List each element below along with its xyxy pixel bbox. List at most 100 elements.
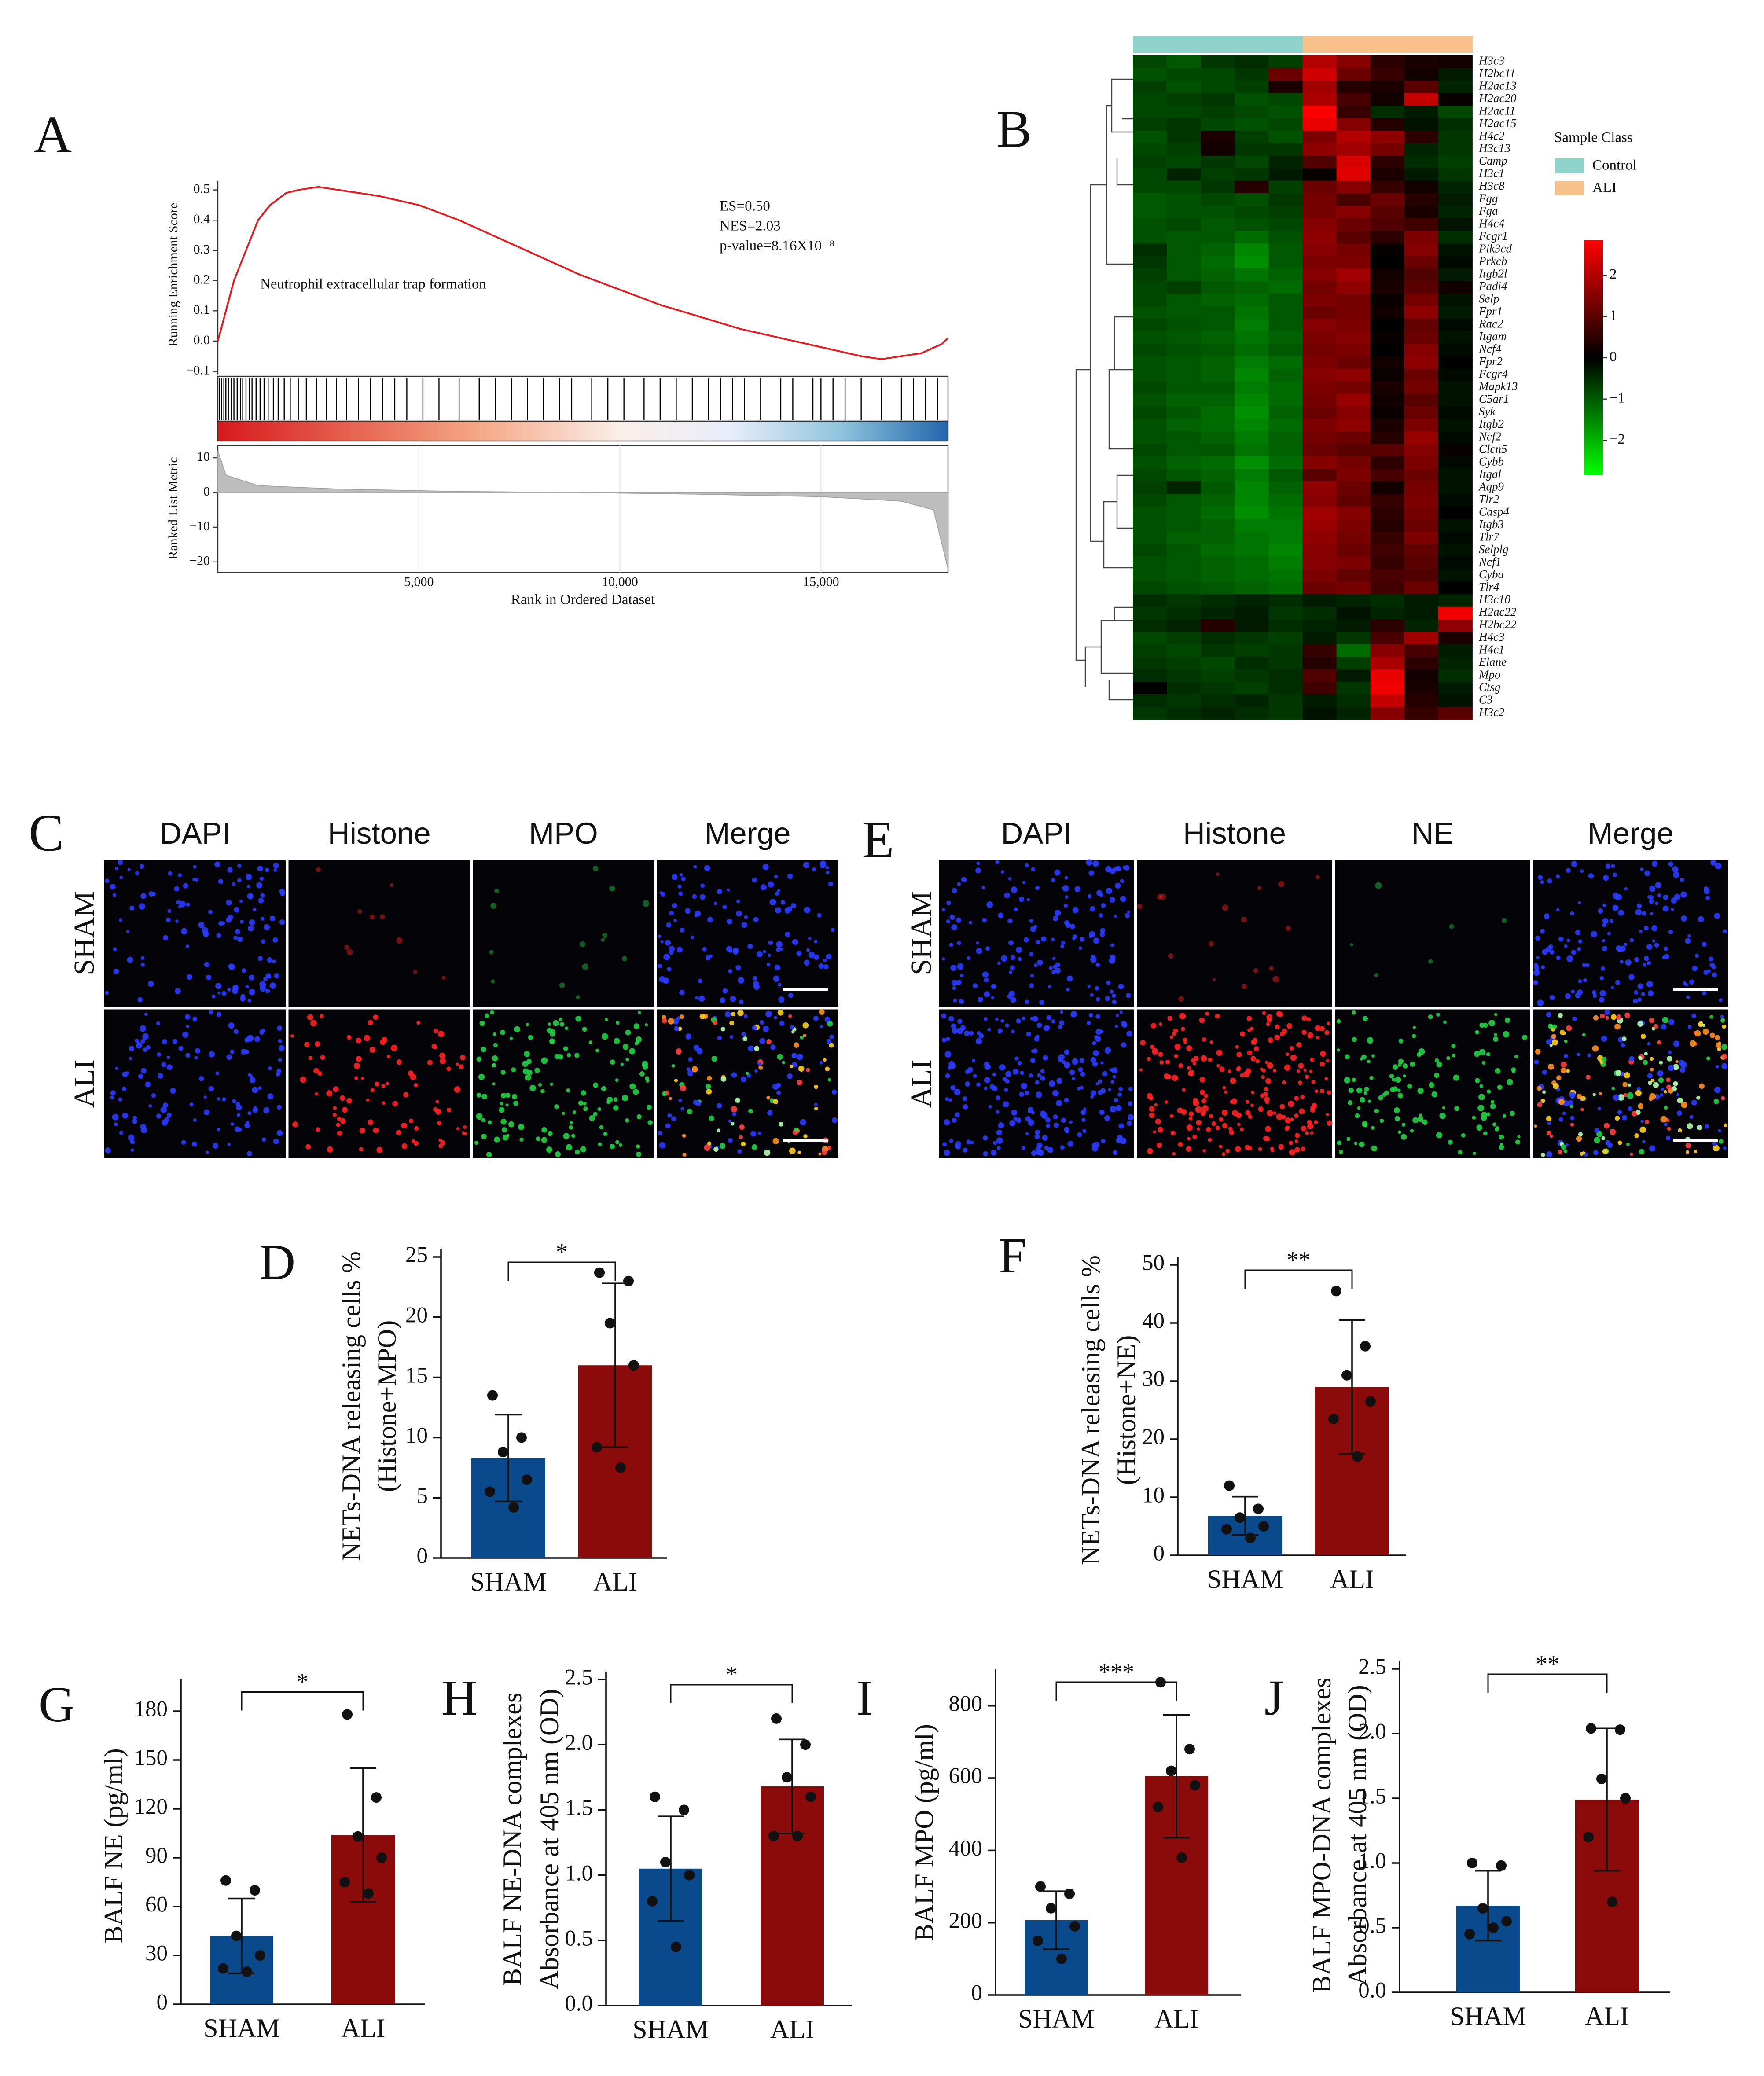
cell-dot [1251, 1040, 1255, 1044]
cell-dot [997, 1028, 1003, 1033]
cell-dot [526, 1059, 532, 1064]
heat-cell [1167, 93, 1202, 106]
cell-dot [1035, 1080, 1040, 1085]
cell-dot [1086, 859, 1093, 866]
cell-dot [1569, 1091, 1576, 1099]
cell-dots [1137, 872, 1320, 1002]
cell-dot [1486, 1112, 1491, 1117]
cell-dot [609, 886, 615, 892]
heat-cell [1167, 469, 1202, 482]
heat-cell [1201, 381, 1235, 394]
cell-dot [1653, 1082, 1659, 1088]
cell-dot [1235, 1045, 1239, 1049]
cell-dot [186, 1025, 190, 1028]
row-label: Fpr1 [1478, 305, 1503, 318]
cell-dot [1483, 1022, 1488, 1028]
cell-dot [775, 891, 779, 896]
heat-cell [1167, 393, 1202, 407]
y-tick-label: 180 [134, 1697, 168, 1722]
cell-dot [1337, 1048, 1340, 1052]
heat-cell [1370, 356, 1405, 369]
cell-dot [340, 1118, 346, 1124]
cell-dot [258, 897, 264, 904]
cell-dot [773, 975, 779, 982]
heat-cell [1438, 93, 1473, 106]
cell-dot [337, 1117, 342, 1121]
x-tick-label: 15,000 [803, 574, 839, 589]
cell-dot [227, 867, 233, 873]
cell-dot [206, 974, 212, 980]
row-label: Mapk13 [1478, 380, 1518, 393]
cell-dot [555, 1151, 561, 1157]
cell-dot [1040, 1076, 1045, 1081]
cell-dot [1461, 1133, 1466, 1138]
heat-cell [1404, 180, 1439, 194]
micrograph [1137, 860, 1332, 1007]
cell-dot [1275, 1024, 1280, 1029]
cell-dot [1112, 993, 1116, 998]
cell-dot [500, 1101, 503, 1106]
cell-dot [175, 988, 181, 994]
cell-dot [1036, 1142, 1043, 1148]
cell-dot [525, 1074, 531, 1081]
cell-dot [414, 1141, 419, 1146]
heat-cell [1370, 231, 1405, 244]
legend-swatch [1555, 181, 1584, 196]
cell-dot [1578, 979, 1582, 984]
cell-dot [1100, 1029, 1104, 1034]
cell-dot [1448, 1139, 1453, 1145]
heat-cell [1133, 419, 1167, 432]
cell-dot [1037, 959, 1043, 966]
cell-dot [1167, 1015, 1173, 1021]
cell-dot [1324, 1030, 1330, 1035]
cell-dot [614, 1038, 620, 1044]
cell-dot [1100, 928, 1106, 933]
cell-dot [1592, 1093, 1596, 1096]
heat-cell [1302, 632, 1337, 645]
cell-dot [313, 1068, 320, 1074]
heat-cell [1370, 632, 1405, 645]
cell-dot [1039, 999, 1044, 1005]
cell-dot [1687, 1123, 1693, 1129]
heat-cell [1167, 669, 1202, 683]
cell-dot [1722, 929, 1727, 934]
significance-bracket [670, 1684, 793, 1704]
cell-dot [791, 1053, 797, 1058]
cell-dot [416, 1021, 421, 1025]
cell-dot [1294, 1113, 1299, 1118]
error-bar [350, 1767, 376, 1903]
cell-dot [1017, 1061, 1022, 1066]
heat-cell [1235, 368, 1269, 382]
cell-dot [728, 1119, 732, 1123]
row-label: Rac2 [1478, 317, 1503, 330]
cell-dot [554, 1104, 559, 1109]
cell-dot [1695, 953, 1699, 958]
heat-cell [1201, 406, 1235, 419]
heat-cell [1167, 68, 1202, 81]
cell-dot [952, 1117, 957, 1123]
heat-cell [1201, 93, 1235, 106]
cell-dot [969, 1031, 974, 1036]
cell-dot [1253, 968, 1258, 973]
row-label: Itgb3 [1478, 518, 1504, 531]
heat-cell [1438, 105, 1473, 119]
cell-dot [1478, 1094, 1485, 1100]
cell-dot [142, 1033, 149, 1040]
cell-dot [236, 1113, 241, 1117]
heat-cell [1404, 356, 1439, 369]
cell-dot [1601, 1035, 1607, 1042]
y-tick-label: 0.4 [194, 212, 210, 226]
heat-cell [1235, 606, 1269, 620]
cell-dot [1043, 1055, 1048, 1061]
cell-dot [1639, 1126, 1646, 1133]
cell-dot [1173, 1028, 1178, 1033]
cell-dot [802, 1022, 809, 1029]
cell-dot [941, 1013, 947, 1019]
cell-dot [218, 879, 223, 884]
cell-dot [1029, 919, 1033, 923]
heat-cell [1404, 481, 1439, 495]
cell-dot [960, 1025, 966, 1031]
y-tick-label: 0.3 [194, 242, 210, 257]
heat-cell [1201, 469, 1235, 482]
heat-cell [1438, 343, 1473, 357]
